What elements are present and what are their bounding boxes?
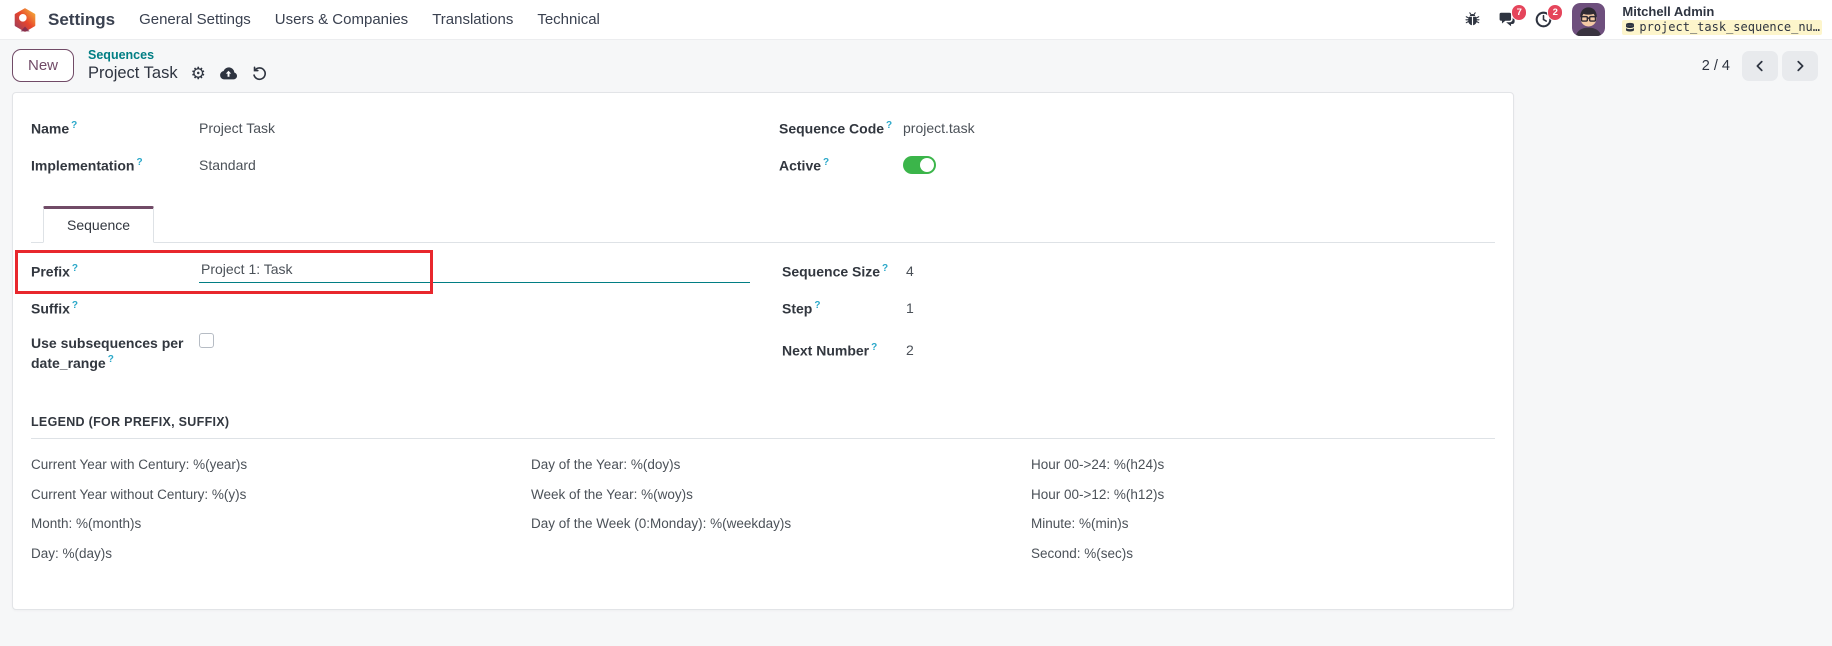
breadcrumb-current-record: Project Task — [88, 64, 178, 82]
navbar-left: Settings General Settings Users & Compan… — [12, 7, 600, 33]
systray: 7 2 Mitchell Admin — [1464, 3, 1822, 36]
use-subsequences-label: Use subsequences per date_range? — [31, 334, 184, 372]
form-sheet: Name? Project Task Sequence Code? projec… — [12, 91, 1514, 611]
database-name: project_task_sequence_nu… — [1639, 20, 1820, 35]
name-help-icon[interactable]: ? — [71, 119, 78, 131]
implementation-help-icon[interactable]: ? — [136, 156, 143, 168]
name-input[interactable]: Project Task — [199, 120, 275, 137]
breadcrumb-sequences-link[interactable]: Sequences — [88, 48, 155, 62]
control-panel: New Sequences Project Task ⚙ 2 / 4 — [0, 40, 1832, 90]
legend-grid: Current Year with Century: %(year)s Curr… — [31, 439, 1495, 563]
pager-next-button[interactable] — [1782, 50, 1818, 81]
top-navbar: Settings General Settings Users & Compan… — [0, 0, 1832, 40]
breadcrumb: Sequences Project Task ⚙ — [88, 48, 268, 84]
notebook-tabs: Sequence — [31, 205, 1495, 243]
save-cloud-upload-icon[interactable] — [219, 64, 238, 83]
activities-badge: 2 — [1547, 4, 1564, 21]
sequence-code-field-row: Sequence Code? project.task — [779, 110, 1495, 147]
messages-icon[interactable]: 7 — [1498, 4, 1528, 29]
sequence-code-label: Sequence Code? — [779, 119, 893, 137]
legend-section: LEGEND (FOR PREFIX, SUFFIX) Current Year… — [31, 415, 1495, 563]
nav-item-general-settings[interactable]: General Settings — [139, 11, 251, 28]
use-subsequences-help-icon[interactable]: ? — [107, 354, 114, 366]
implementation-select[interactable]: Standard — [199, 157, 256, 174]
messages-badge: 7 — [1511, 4, 1528, 21]
legend-item: Day of the Year: %(doy)s — [531, 457, 681, 473]
next-number-field-row: Next Number? 2 — [782, 327, 1495, 374]
settings-app-icon — [12, 7, 38, 33]
step-help-icon[interactable]: ? — [814, 299, 821, 311]
prefix-label: Prefix? — [31, 262, 79, 280]
toggle-knob — [920, 158, 934, 173]
top-field-group: Name? Project Task Sequence Code? projec… — [31, 110, 1495, 184]
activities-clock-icon[interactable]: 2 — [1534, 4, 1564, 29]
legend-item: Minute: %(min)s — [1031, 516, 1129, 532]
suffix-help-icon[interactable]: ? — [71, 299, 78, 311]
legend-column-1: Current Year with Century: %(year)s Curr… — [31, 456, 531, 563]
legend-item: Second: %(sec)s — [1031, 545, 1134, 561]
legend-column-2: Day of the Year: %(doy)s Week of the Yea… — [531, 456, 1031, 563]
pager: 2 / 4 — [1701, 50, 1818, 81]
legend-title: LEGEND (FOR PREFIX, SUFFIX) — [31, 415, 1495, 440]
suffix-field-row: Suffix? — [31, 290, 750, 327]
content-area: Name? Project Task Sequence Code? projec… — [0, 90, 1832, 611]
step-field-row: Step? 1 — [782, 290, 1495, 327]
prefix-field-row: Prefix? — [15, 249, 750, 294]
suffix-label: Suffix? — [31, 299, 78, 317]
sequence-size-label: Sequence Size? — [782, 262, 889, 280]
active-toggle[interactable] — [903, 156, 936, 175]
active-label: Active? — [779, 156, 830, 174]
implementation-field-row: Implementation? Standard — [31, 147, 747, 184]
legend-item: Day: %(day)s — [31, 545, 113, 561]
implementation-label: Implementation? — [31, 156, 143, 174]
user-menu[interactable]: Mitchell Admin project_task_sequence_nu… — [1622, 3, 1822, 36]
legend-item: Current Year with Century: %(year)s — [31, 457, 248, 473]
legend-item: Day of the Week (0:Monday): %(weekday)s — [531, 516, 792, 532]
next-number-input[interactable]: 2 — [906, 342, 914, 359]
discard-undo-icon[interactable] — [251, 65, 268, 82]
use-subsequences-field-row: Use subsequences per date_range? — [31, 327, 750, 374]
next-number-label: Next Number? — [782, 341, 878, 359]
step-label: Step? — [782, 299, 821, 317]
legend-column-3: Hour 00->24: %(h24)s Hour 00->12: %(h12)… — [1031, 456, 1495, 563]
sequence-code-input[interactable]: project.task — [903, 120, 975, 137]
nav-item-technical[interactable]: Technical — [537, 11, 600, 28]
nav-item-users-companies[interactable]: Users & Companies — [274, 11, 409, 28]
active-help-icon[interactable]: ? — [823, 156, 830, 168]
step-input[interactable]: 1 — [906, 300, 914, 317]
name-field-row: Name? Project Task — [31, 110, 747, 147]
legend-item: Hour 00->12: %(h12)s — [1031, 486, 1165, 502]
use-subsequences-checkbox[interactable] — [199, 332, 214, 348]
sequence-size-input[interactable]: 4 — [906, 263, 914, 280]
user-name: Mitchell Admin — [1622, 3, 1715, 19]
prefix-help-icon[interactable]: ? — [71, 262, 79, 274]
user-avatar[interactable] — [1572, 3, 1606, 36]
pager-value: 2 / 4 — [1701, 57, 1730, 74]
nav-item-translations[interactable]: Translations — [432, 11, 514, 28]
name-label: Name? — [31, 119, 78, 137]
legend-item: Hour 00->24: %(h24)s — [1031, 457, 1165, 473]
sequence-tab-field-group: Prefix? Sequence Size? 4 Suffix? Step? 1… — [15, 249, 1495, 374]
app-menu-button[interactable]: Settings — [12, 7, 115, 33]
app-name[interactable]: Settings — [48, 9, 116, 29]
prefix-input[interactable] — [199, 259, 750, 283]
bug-icon[interactable] — [1464, 11, 1481, 28]
active-field-row: Active? — [779, 147, 1495, 184]
tab-sequence[interactable]: Sequence — [43, 205, 155, 243]
database-icon — [1624, 22, 1636, 34]
legend-item: Month: %(month)s — [31, 516, 142, 532]
sequence-size-help-icon[interactable]: ? — [882, 262, 889, 274]
pager-previous-button[interactable] — [1742, 50, 1778, 81]
legend-item: Current Year without Century: %(y)s — [31, 486, 247, 502]
actions-gear-icon[interactable]: ⚙ — [190, 64, 206, 84]
new-button[interactable]: New — [12, 49, 75, 83]
legend-item: Week of the Year: %(woy)s — [531, 486, 693, 502]
next-number-help-icon[interactable]: ? — [871, 341, 878, 353]
sequence-code-help-icon[interactable]: ? — [886, 119, 893, 131]
database-indicator: project_task_sequence_nu… — [1622, 20, 1822, 36]
sequence-size-field-row: Sequence Size? 4 — [782, 253, 1495, 290]
